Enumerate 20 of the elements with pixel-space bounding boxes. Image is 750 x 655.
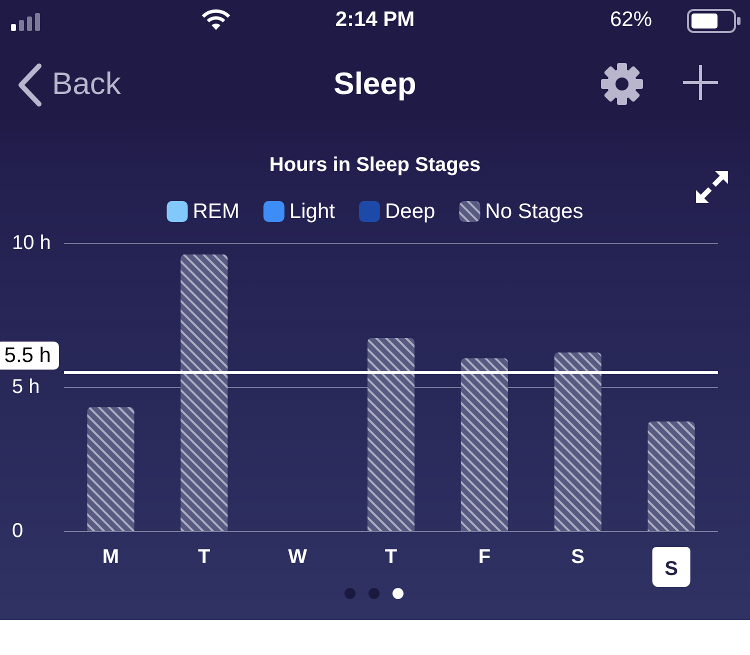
y-tick-label: 10 h [12, 232, 51, 254]
legend-label: Light [289, 200, 336, 223]
text: Sleep [334, 66, 416, 102]
x-tick-label: T [198, 546, 210, 568]
text: Back [52, 66, 121, 102]
text: 62% [610, 8, 652, 32]
x-tick-label: F [478, 546, 491, 568]
x-tick-label: W [288, 546, 308, 568]
chart-title: Hours in Sleep Stages [269, 154, 481, 176]
x-tick-label: M [102, 546, 120, 568]
ref-line-label: 5.5 h [4, 344, 51, 368]
legend-label: Deep [384, 200, 436, 223]
x-tick-label: S [571, 546, 585, 568]
y-tick-label: 0 [12, 520, 24, 542]
legend-label: REM [192, 200, 240, 223]
y-tick-label: 5 h [12, 376, 40, 398]
text: 2:14 PM [335, 8, 415, 32]
x-tick-label: T [384, 546, 398, 568]
x-tick-label: S [664, 558, 678, 580]
legend-label: No Stages [485, 200, 584, 223]
